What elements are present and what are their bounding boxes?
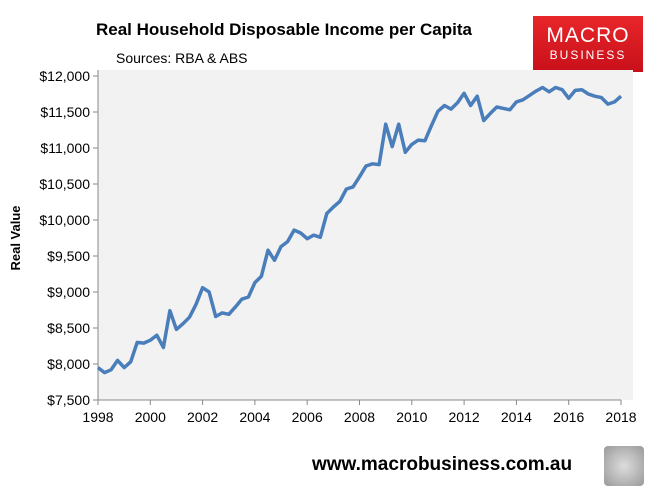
x-tick-label: 2004 — [239, 409, 270, 425]
footer-url: www.macrobusiness.com.au — [312, 454, 573, 475]
x-tick-label: 2002 — [187, 409, 218, 425]
y-tick-label: $10,500 — [39, 176, 90, 192]
plot-area — [98, 70, 633, 400]
y-tick-label: $7,500 — [47, 392, 90, 408]
x-tick-label: 2018 — [605, 409, 636, 425]
y-tick-label: $12,000 — [39, 68, 90, 84]
lynx-logo-icon — [604, 446, 644, 486]
x-tick-label: 1998 — [82, 409, 113, 425]
y-tick-label: $8,500 — [47, 320, 90, 336]
y-tick-label: $9,000 — [47, 284, 90, 300]
y-axis-label: Real Value — [8, 205, 23, 270]
x-tick-label: 2010 — [396, 409, 427, 425]
x-tick-label: 2014 — [501, 409, 532, 425]
y-tick-label: $8,000 — [47, 356, 90, 372]
y-tick-label: $9,500 — [47, 248, 90, 264]
x-tick-label: 2012 — [449, 409, 480, 425]
x-tick-label: 2006 — [292, 409, 323, 425]
y-tick-label: $10,000 — [39, 212, 90, 228]
x-tick-label: 2008 — [344, 409, 375, 425]
logo-line2: BUSINESS — [549, 48, 627, 62]
y-tick-label: $11,500 — [40, 104, 90, 120]
x-tick-label: 2000 — [135, 409, 166, 425]
x-tick-label: 2016 — [553, 409, 584, 425]
macrobusiness-logo: MACRO BUSINESS — [533, 16, 643, 72]
chart-subtitle: Sources: RBA & ABS — [116, 50, 248, 66]
logo-line1: MACRO — [546, 24, 630, 47]
y-tick-label: $11,000 — [40, 140, 90, 156]
chart-title: Real Household Disposable Income per Cap… — [96, 20, 472, 39]
